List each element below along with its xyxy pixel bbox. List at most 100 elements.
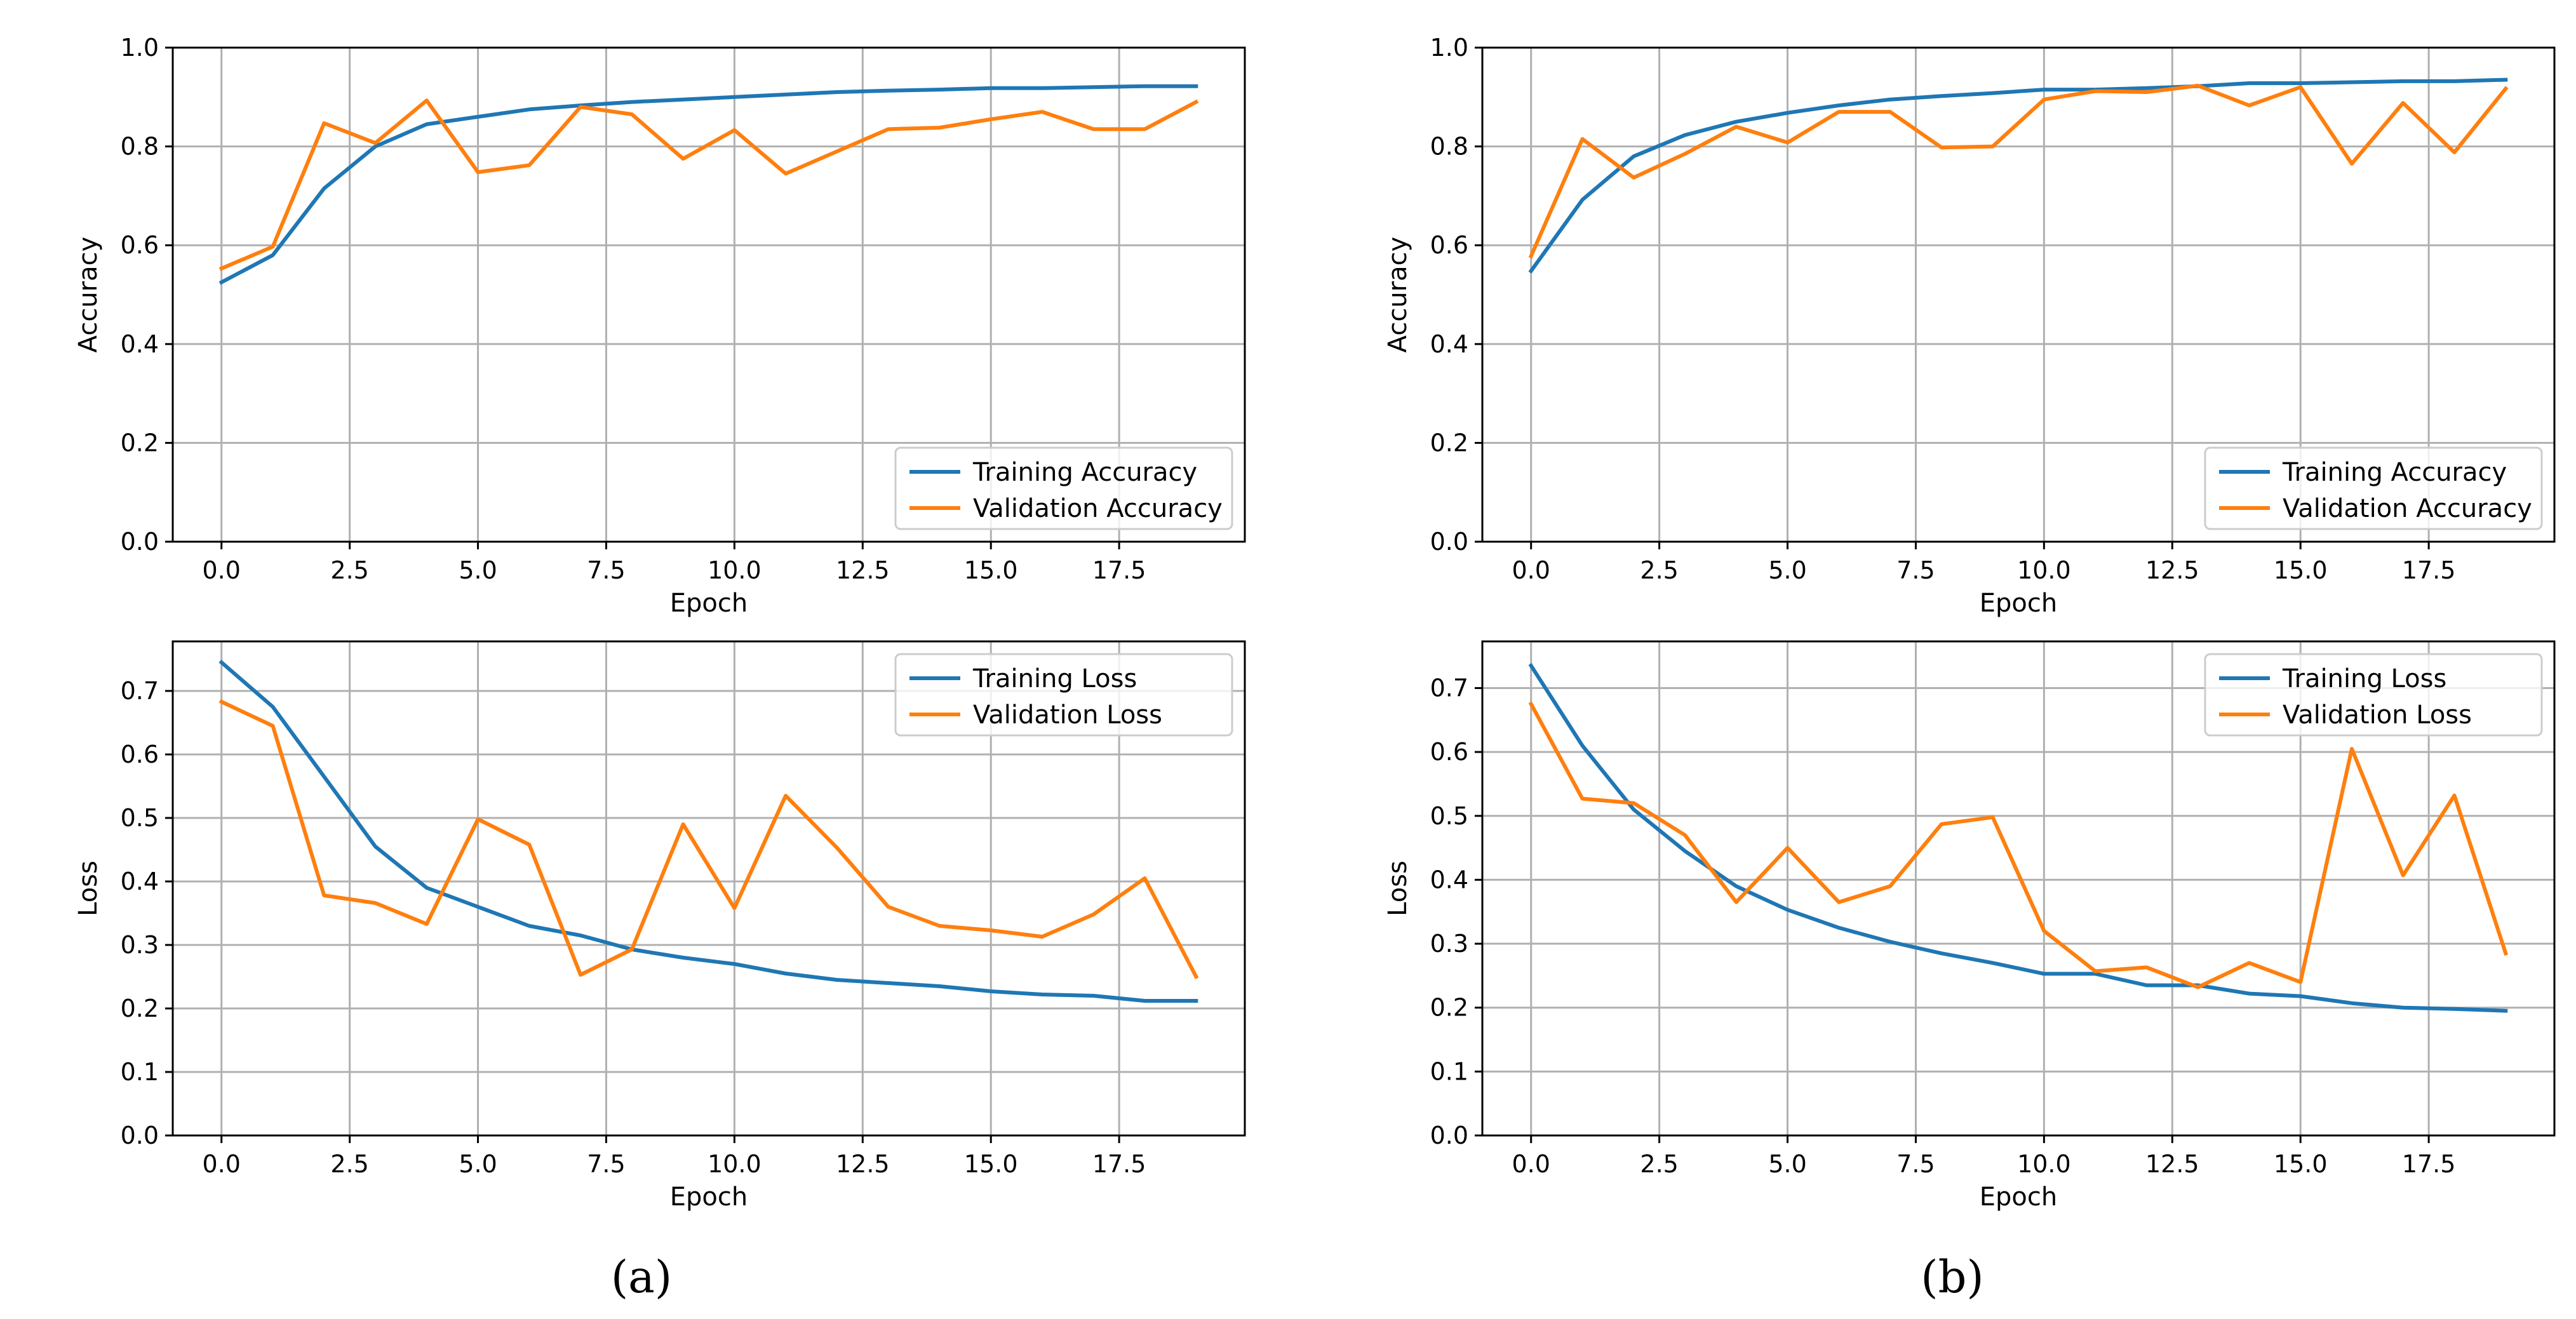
x-tick-label: 2.5 bbox=[330, 556, 368, 584]
x-tick-label: 12.5 bbox=[836, 556, 890, 584]
x-tick-label: 12.5 bbox=[836, 1150, 890, 1178]
chart-panel-b-loss: 0.0 2.5 5.0 7.5 10.0 12.5 15.0 17.5 0.0 0.1 0.2 0.3… bbox=[1383, 640, 2556, 1212]
y-tick-label: 0.3 bbox=[121, 931, 159, 959]
x-tick-label: 0.0 bbox=[1512, 556, 1550, 584]
x-tick-label: 7.5 bbox=[1896, 556, 1935, 584]
y-tick-label: 0.6 bbox=[1430, 231, 1468, 259]
x-tick-label: 10.0 bbox=[2017, 1150, 2071, 1178]
legend-box bbox=[894, 653, 1233, 737]
y-tick-label: 0.2 bbox=[1430, 994, 1468, 1022]
y-tick-label: 0.5 bbox=[1430, 802, 1468, 830]
x-tick-label: 15.0 bbox=[964, 556, 1018, 584]
x-tick-label: 17.5 bbox=[2402, 556, 2456, 584]
legend-box bbox=[2204, 653, 2543, 737]
y-tick-label: 0.2 bbox=[121, 429, 159, 457]
legend-label: Training Loss bbox=[2282, 664, 2446, 693]
series-line-training-accuracy bbox=[1528, 77, 2508, 274]
y-tick-label: 0.0 bbox=[121, 528, 159, 556]
chart-panel-a-accuracy: 0.0 2.5 5.0 7.5 10.0 12.5 15.0 17.5 0.0 0.2 0.4 0.6… bbox=[74, 34, 1246, 618]
panel-caption-b: (b) bbox=[1921, 1251, 1983, 1303]
y-axis-title: Loss bbox=[1383, 860, 1412, 916]
x-tick-label: 5.0 bbox=[1768, 556, 1806, 584]
axes-frame bbox=[1481, 640, 2556, 1137]
x-tick-label: 2.5 bbox=[330, 1150, 368, 1178]
x-tick-label: 10.0 bbox=[708, 1150, 761, 1178]
x-tick-label: 15.0 bbox=[964, 1150, 1018, 1178]
plots-layer: 0.0 2.5 5.0 7.5 10.0 12.5 15.0 17.5 0.0 0.2 0.4 0.6… bbox=[74, 34, 2556, 1212]
x-tick-label: 10.0 bbox=[2017, 556, 2071, 584]
axes-frame bbox=[1481, 46, 2556, 543]
y-tick-label: 0.6 bbox=[121, 740, 159, 768]
x-tick-label: 17.5 bbox=[2402, 1150, 2456, 1178]
x-tick-label: 7.5 bbox=[1896, 1150, 1935, 1178]
y-axis-title: Accuracy bbox=[74, 237, 103, 353]
x-tick-label: 0.0 bbox=[203, 556, 241, 584]
legend-box bbox=[2204, 446, 2543, 530]
x-tick-label: 5.0 bbox=[459, 556, 497, 584]
x-tick-label: 2.5 bbox=[1640, 556, 1678, 584]
series-line-validation-loss bbox=[1528, 701, 2509, 989]
x-axis-title: Epoch bbox=[670, 589, 748, 618]
x-tick-label: 7.5 bbox=[587, 1150, 625, 1178]
x-tick-label: 0.0 bbox=[1512, 1150, 1550, 1178]
legend-label: Training Accuracy bbox=[972, 458, 1197, 487]
y-tick-label: 0.0 bbox=[1430, 1121, 1468, 1149]
legend-label: Validation Accuracy bbox=[2283, 494, 2532, 523]
y-tick-label: 0.0 bbox=[121, 1121, 159, 1149]
y-tick-label: 0.4 bbox=[1430, 330, 1468, 358]
series-line-validation-loss bbox=[218, 699, 1199, 980]
x-tick-label: 2.5 bbox=[1640, 1150, 1678, 1178]
y-tick-label: 1.0 bbox=[121, 34, 159, 62]
x-axis-title: Epoch bbox=[1980, 589, 2057, 618]
y-tick-label: 0.8 bbox=[121, 133, 159, 161]
chart-panel-a-loss: 0.0 2.5 5.0 7.5 10.0 12.5 15.0 17.5 0.0 0.1 0.2 0.3… bbox=[74, 640, 1246, 1212]
y-tick-label: 0.5 bbox=[121, 804, 159, 832]
y-tick-label: 0.8 bbox=[1430, 133, 1468, 161]
y-tick-label: 0.6 bbox=[1430, 738, 1468, 766]
y-axis-title: Loss bbox=[74, 860, 103, 916]
x-tick-label: 17.5 bbox=[1092, 556, 1146, 584]
series-line-training-loss bbox=[218, 659, 1198, 1003]
x-axis-title: Epoch bbox=[670, 1182, 748, 1212]
y-tick-label: 0.3 bbox=[1430, 930, 1468, 958]
series-line-validation-accuracy bbox=[1528, 83, 2509, 259]
y-tick-label: 0.7 bbox=[121, 677, 159, 705]
y-tick-label: 0.7 bbox=[1430, 674, 1468, 702]
y-tick-label: 0.4 bbox=[121, 867, 159, 895]
x-tick-label: 5.0 bbox=[1768, 1150, 1806, 1178]
legend: Training Loss Validation Loss bbox=[2204, 653, 2543, 737]
x-tick-label: 5.0 bbox=[459, 1150, 497, 1178]
series-line-training-accuracy bbox=[218, 84, 1198, 285]
axes-frame bbox=[171, 640, 1246, 1137]
y-tick-label: 1.0 bbox=[1430, 34, 1468, 62]
x-tick-label: 17.5 bbox=[1092, 1150, 1146, 1178]
legend-box bbox=[894, 446, 1233, 530]
x-tick-label: 12.5 bbox=[2145, 1150, 2199, 1178]
legend: Training Accuracy Validation Accuracy bbox=[2204, 446, 2543, 530]
y-tick-label: 0.6 bbox=[121, 231, 159, 259]
x-tick-label: 15.0 bbox=[2274, 556, 2328, 584]
series-line-training-loss bbox=[1528, 663, 2508, 1013]
x-tick-label: 15.0 bbox=[2274, 1150, 2328, 1178]
y-tick-label: 0.0 bbox=[1430, 528, 1468, 556]
x-axis-title: Epoch bbox=[1980, 1182, 2057, 1212]
x-tick-label: 0.0 bbox=[203, 1150, 241, 1178]
x-tick-label: 12.5 bbox=[2145, 556, 2199, 584]
y-tick-label: 0.2 bbox=[121, 994, 159, 1022]
series-line-validation-accuracy bbox=[218, 98, 1199, 271]
y-tick-label: 0.4 bbox=[121, 330, 159, 358]
chart-panel-b-accuracy: 0.0 2.5 5.0 7.5 10.0 12.5 15.0 17.5 0.0 0.2 0.4 0.6… bbox=[1383, 34, 2556, 618]
y-axis-title: Accuracy bbox=[1383, 237, 1412, 353]
legend-label: Training Accuracy bbox=[2282, 458, 2507, 487]
y-tick-label: 0.1 bbox=[121, 1058, 159, 1086]
axes-frame bbox=[171, 46, 1246, 543]
x-tick-label: 10.0 bbox=[708, 556, 761, 584]
legend-label: Validation Loss bbox=[2283, 700, 2472, 730]
legend-label: Validation Accuracy bbox=[973, 494, 1223, 523]
legend-label: Validation Loss bbox=[973, 700, 1162, 730]
legend: Training Accuracy Validation Accuracy bbox=[894, 446, 1233, 530]
legend-label: Training Loss bbox=[972, 664, 1137, 693]
y-tick-label: 0.2 bbox=[1430, 429, 1468, 457]
